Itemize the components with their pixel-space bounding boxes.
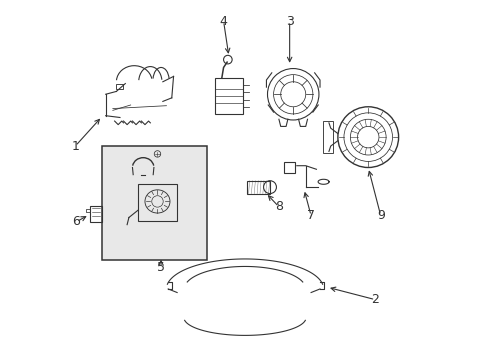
Text: 9: 9 [377,209,385,222]
Bar [90,206,102,222]
Bar [117,84,123,89]
Bar [138,184,177,221]
Text: 5: 5 [157,261,165,274]
Text: 7: 7 [307,209,315,222]
Bar [322,121,333,153]
Text: 4: 4 [220,14,227,27]
Bar [284,162,295,173]
Text: 3: 3 [286,14,294,27]
Bar [215,78,243,114]
FancyBboxPatch shape [102,146,207,260]
Text: 8: 8 [275,200,283,213]
Text: 6: 6 [73,215,80,228]
Bar [247,181,270,194]
Text: 2: 2 [371,293,379,306]
Text: 1: 1 [72,140,79,153]
